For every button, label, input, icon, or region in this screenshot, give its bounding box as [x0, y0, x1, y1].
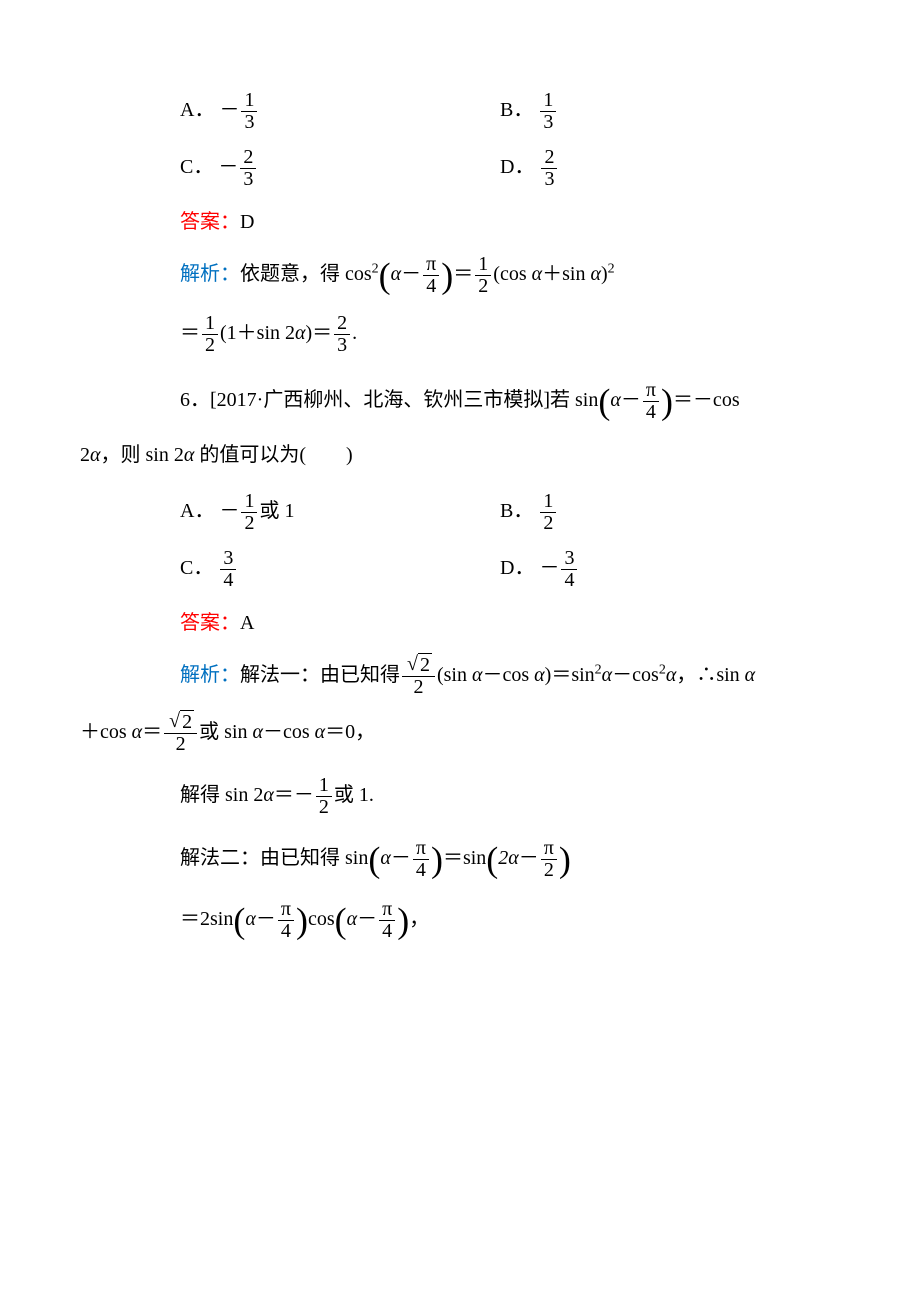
q6-stem-l2: 2α，则 sin 2α 的值可以为( ) — [80, 437, 840, 473]
analysis-label: 解析： — [180, 664, 240, 686]
choice-b-label: B． — [500, 99, 533, 121]
q6-m1-l3: 解得 sin 2α＝－12或 1. — [80, 775, 840, 818]
q6-answer: 答案：A — [80, 605, 840, 641]
q5-choice-a: A． －13 — [180, 90, 500, 133]
choice-c-label: C． — [180, 156, 213, 178]
q6-m2-l1: 解法二：由已知得 sin(α－π4)＝sin(2α－π2) — [80, 838, 840, 881]
choice-d-label: D． — [500, 156, 534, 178]
q6-choice-c: C． 34 — [180, 548, 500, 591]
q5-choice-row-ab: A． －13 B． 13 — [80, 90, 840, 133]
q6-choice-a: A． －12或 1 — [180, 491, 500, 534]
q5-answer: 答案：D — [80, 204, 840, 240]
q5-choice-c: C． －23 — [180, 147, 500, 190]
q5-choice-b: B． 13 — [500, 90, 558, 133]
choice-c-pre: － — [218, 156, 238, 178]
choice-a-pre: － — [219, 99, 239, 121]
answer-label: 答案： — [180, 211, 240, 233]
q6-choice-b: B． 12 — [500, 491, 558, 534]
answer-value: D — [240, 211, 254, 233]
q5-choice-row-cd: C． －23 D． 23 — [80, 147, 840, 190]
q6-stem-l1: 6．[2017·广西柳州、北海、钦州三市模拟]若 sin(α－π4)＝－cos — [80, 380, 840, 423]
choice-a-label: A． — [180, 99, 214, 121]
analysis-label: 解析： — [180, 263, 240, 285]
answer-label: 答案： — [180, 612, 240, 634]
text: 依题意，得 cos — [240, 263, 372, 285]
q6-choice-row-cd: C． 34 D． －34 — [80, 548, 840, 591]
q6-m1-l1: 解析：解法一：由已知得22(sin α－cos α)＝sin2α－cos2α，∴… — [80, 655, 840, 698]
q6-choice-row-ab: A． －12或 1 B． 12 — [80, 491, 840, 534]
q6-m1-l2: ＋cos α＝22或 sin α－cos α＝0， — [80, 712, 840, 755]
q5-choice-d: D． 23 — [500, 147, 559, 190]
q6-m2-l2: ＝2sin(α－π4)cos(α－π4)， — [80, 899, 840, 942]
q5-analysis-l1: 解析：依题意，得 cos2(α－π4)＝12(cos α＋sin α)2 — [80, 254, 840, 297]
answer-value: A — [240, 612, 254, 634]
q5-analysis-l2: ＝12(1＋sin 2α)＝23. — [80, 313, 840, 356]
q6-choice-d: D． －34 — [500, 548, 579, 591]
